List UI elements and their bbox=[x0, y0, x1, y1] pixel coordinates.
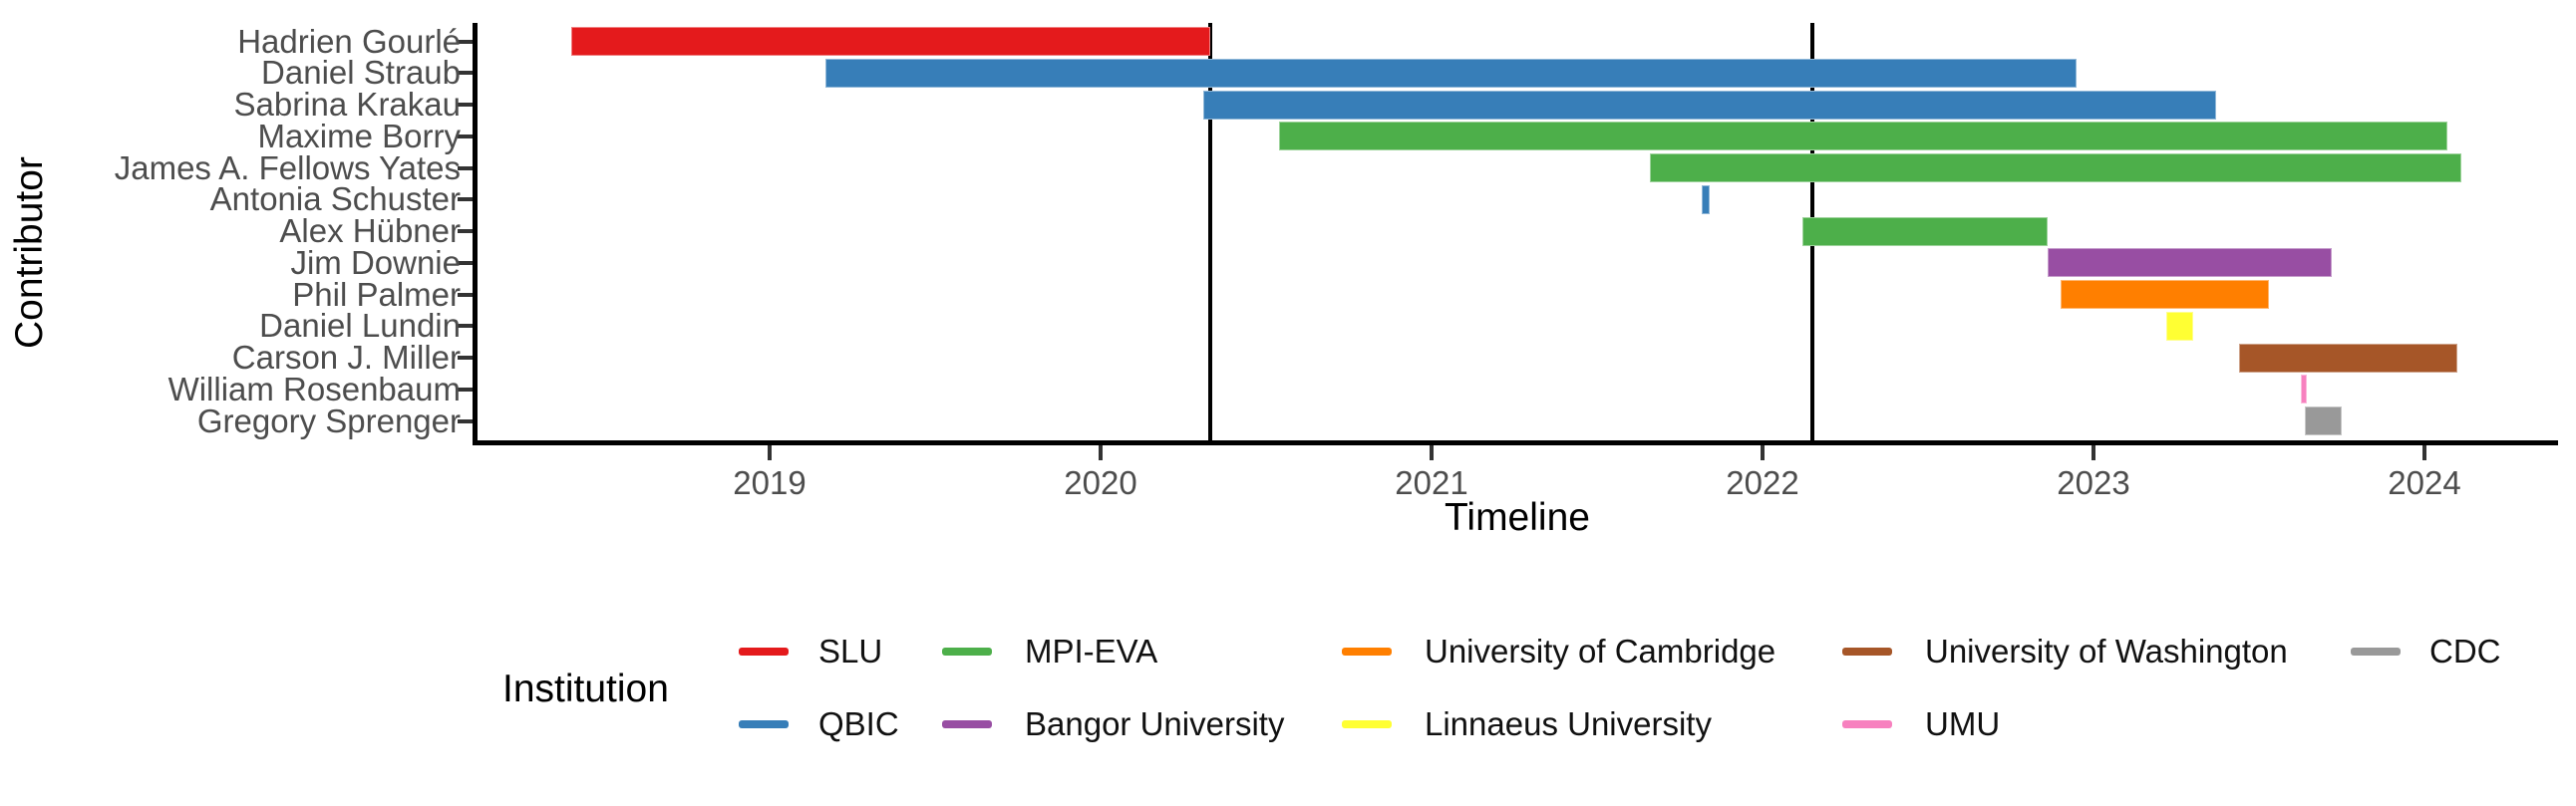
legend-label: MPI-EVA bbox=[1025, 633, 1158, 670]
contributor-label: Hadrien Gourlé bbox=[237, 22, 461, 60]
y-tick bbox=[458, 356, 473, 360]
legend-key bbox=[1342, 720, 1392, 728]
gantt-bar bbox=[2060, 280, 2269, 309]
y-tick bbox=[458, 103, 473, 107]
x-tick bbox=[2422, 445, 2426, 460]
legend-label: Linnaeus University bbox=[1425, 705, 1712, 742]
gantt-bar bbox=[2305, 406, 2342, 435]
contributor-label: Daniel Straub bbox=[261, 54, 461, 92]
legend-label: SLU bbox=[818, 633, 883, 670]
y-tick bbox=[458, 197, 473, 202]
y-tick bbox=[458, 134, 473, 138]
contributor-label: Carson J. Miller bbox=[231, 339, 461, 376]
legend-title: Institution bbox=[502, 668, 669, 710]
legend-key bbox=[1842, 720, 1892, 728]
x-axis-title: Timeline bbox=[1445, 496, 1590, 539]
x-tick bbox=[768, 445, 772, 460]
x-tick-label: 2022 bbox=[1726, 464, 1799, 501]
legend-label: CDC bbox=[2429, 633, 2501, 670]
y-tick bbox=[458, 229, 473, 233]
contributor-label: Daniel Lundin bbox=[259, 307, 461, 345]
legend-key bbox=[1342, 648, 1392, 656]
contributor-label: William Rosenbaum bbox=[167, 370, 461, 407]
gantt-bar bbox=[2047, 248, 2333, 278]
legend-key bbox=[2351, 648, 2401, 656]
y-tick bbox=[458, 292, 473, 297]
x-tick-label: 2021 bbox=[1395, 464, 1468, 501]
legend-label: UMU bbox=[1925, 705, 2001, 742]
legend-key bbox=[942, 648, 992, 656]
y-tick bbox=[458, 418, 473, 423]
x-tick bbox=[2092, 445, 2095, 460]
x-tick bbox=[1099, 445, 1103, 460]
gantt-bar bbox=[1650, 153, 2461, 182]
legend-key bbox=[942, 720, 992, 728]
x-tick-label: 2020 bbox=[1064, 464, 1137, 501]
contributor-label: Phil Palmer bbox=[292, 275, 461, 313]
legend-key bbox=[739, 720, 789, 728]
legend-label: QBIC bbox=[818, 705, 899, 742]
contributor-label: Maxime Borry bbox=[257, 117, 461, 154]
milestone-line bbox=[1207, 23, 1212, 440]
y-axis-line bbox=[473, 23, 478, 445]
gantt-bar bbox=[2300, 375, 2308, 404]
x-tick bbox=[1761, 445, 1765, 460]
gantt-bar bbox=[2166, 311, 2193, 341]
y-tick bbox=[458, 71, 473, 76]
legend-label: University of Washington bbox=[1925, 633, 2288, 670]
y-tick bbox=[458, 324, 473, 329]
y-tick bbox=[458, 165, 473, 170]
gantt-bar bbox=[1701, 184, 1710, 214]
contributor-label: Gregory Sprenger bbox=[196, 402, 461, 439]
contributor-label: Alex Hübner bbox=[279, 212, 461, 249]
contributor-label: Antonia Schuster bbox=[209, 180, 461, 218]
gantt-bar bbox=[1202, 90, 2216, 120]
gantt-bar bbox=[570, 27, 1210, 56]
contributor-label: Jim Downie bbox=[290, 243, 461, 281]
gantt-bar bbox=[1801, 216, 2048, 246]
legend-label: Bangor University bbox=[1025, 705, 1285, 742]
y-tick bbox=[458, 39, 473, 44]
gantt-bar bbox=[825, 58, 2078, 88]
contributor-label: James A. Fellows Yates bbox=[114, 148, 461, 186]
legend-key bbox=[739, 648, 789, 656]
x-tick-label: 2024 bbox=[2388, 464, 2461, 501]
y-tick bbox=[458, 387, 473, 392]
x-tick-label: 2019 bbox=[733, 464, 806, 501]
contributor-label: Sabrina Krakau bbox=[233, 86, 461, 123]
legend-label: University of Cambridge bbox=[1425, 633, 1776, 670]
x-axis-line bbox=[473, 440, 2558, 445]
y-tick bbox=[458, 260, 473, 265]
gantt-bar bbox=[1279, 122, 2448, 151]
legend-key bbox=[1842, 648, 1892, 656]
x-tick bbox=[1430, 445, 1434, 460]
x-tick-label: 2023 bbox=[2057, 464, 2130, 501]
gantt-bar bbox=[2239, 343, 2458, 373]
